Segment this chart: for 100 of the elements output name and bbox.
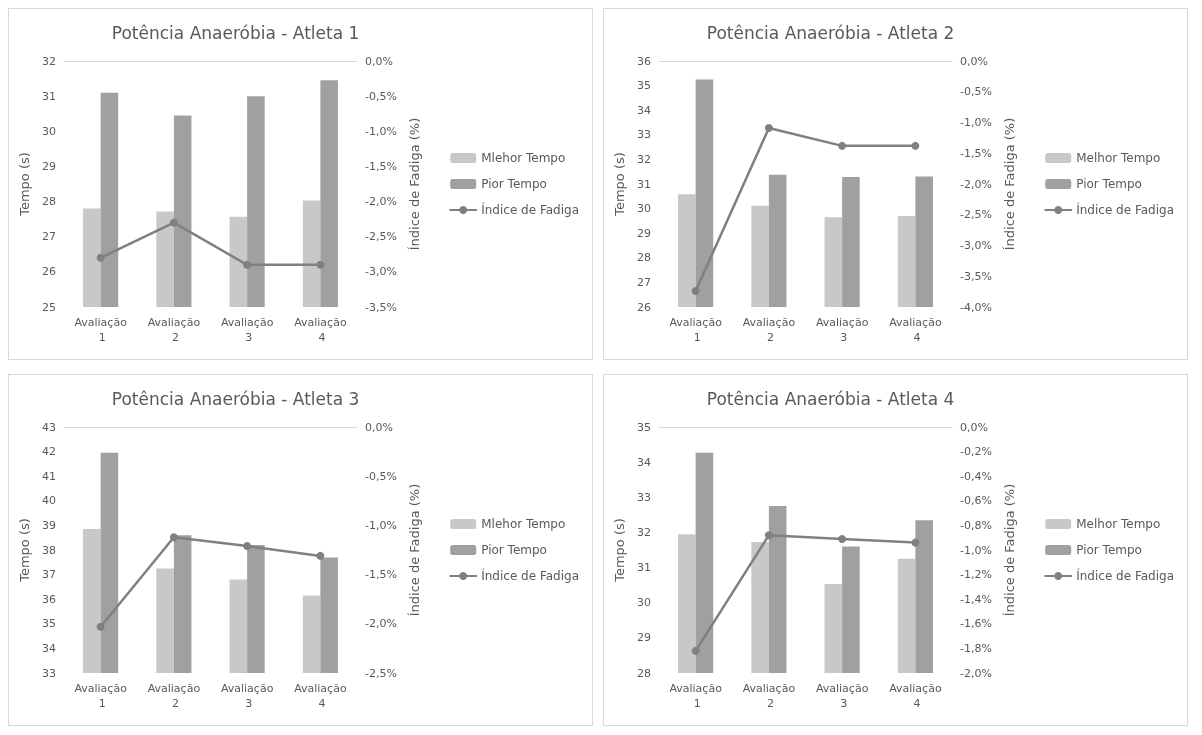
x-tick-label: Avaliação 3 [220,316,274,344]
y2-tick-label: -2,5% [365,230,397,244]
y-tick-label: 36 [42,592,56,606]
y2-tick-label: -1,0% [365,124,397,138]
y2-tick-label: -3,0% [960,239,992,252]
y2-tick-label: -1,8% [960,641,992,655]
y2-tick-label: -0,5% [960,85,992,99]
y-tick-label: 27 [637,275,651,289]
y-tick-label: 33 [637,490,651,504]
x-tick-label: Avaliação 2 [742,682,796,710]
y-tick-label: 26 [637,300,651,314]
y-tick-label: 42 [42,445,56,459]
y-axis-title: Tempo (s) [612,152,628,217]
y2-tick-label: -2,0% [960,177,992,191]
y2-tick-label: -2,5% [960,208,992,222]
legend-label: Pior Tempo [481,543,547,557]
y2-tick-label: 0,0% [960,54,988,68]
legend-label: Índice de Fadiga [1076,568,1174,583]
point [96,253,105,262]
y-tick-label: 28 [637,666,651,680]
y-tick-label: 36 [637,54,651,68]
legend-label: Pior Tempo [481,177,547,191]
y-tick-label: 29 [637,631,651,645]
y-tick-label: 30 [637,596,651,610]
x-tick-label: Avaliação 4 [294,682,347,710]
chart-title: Potência Anaeróbia - Atleta 1 [111,22,360,43]
y2-tick-label: -0,2% [960,445,992,459]
y-tick-label: 28 [637,251,651,265]
y2-tick-label: -0,8% [960,518,992,532]
x-tick-label: Avaliação 3 [220,682,274,710]
legend-label: Índice de Fadiga [481,202,579,217]
chart-title: Potência Anaeróbia - Atleta 3 [111,388,360,409]
y-tick-label: 33 [637,128,651,142]
y-tick-label: 38 [42,543,56,557]
y2-tick-label: -1,4% [960,592,992,606]
x-tick-label: Avaliação 2 [147,682,201,710]
x-tick-label: Avaliação 1 [669,682,723,710]
y2-tick-label: -2,5% [365,666,397,680]
y-tick-label: 32 [42,54,56,68]
legend-label: Mlehor Tempo [481,151,566,165]
y2-tick-label: -1,5% [365,159,397,173]
y-tick-label: 35 [637,79,651,93]
x-tick-label: Avaliação 4 [294,316,347,344]
legend-label: Melhor Tempo [1076,151,1161,165]
y2-axis-title: Índice de Fadiga (%) [406,117,422,251]
point [169,533,178,542]
y-tick-label: 27 [42,230,56,244]
x-tick-label: Avaliação 3 [815,682,869,710]
y-tick-label: 43 [42,420,56,434]
y2-tick-label: -3,5% [960,269,992,283]
y-tick-label: 40 [42,494,56,508]
y-tick-label: 34 [637,103,651,117]
y2-tick-label: -0,5% [365,469,397,483]
point [911,141,920,150]
y2-axis-title: Índice de Fadiga (%) [1001,117,1017,251]
y2-tick-label: -1,0% [960,543,992,557]
point [691,646,700,655]
legend-label: Melhor Tempo [1076,517,1161,531]
y2-tick-label: -0,5% [365,89,397,103]
legend-label: Pior Tempo [1076,177,1142,191]
y-tick-label: 34 [637,455,651,469]
y-tick-label: 29 [637,226,651,240]
y-tick-label: 31 [637,177,651,191]
y2-tick-label: -3,0% [365,265,397,279]
point [169,218,178,227]
y-tick-label: 34 [42,641,56,655]
point [243,542,252,551]
x-tick-label: Avaliação 4 [889,316,942,344]
y-tick-label: 35 [637,420,651,434]
y-tick-label: 31 [637,561,651,575]
y2-tick-label: 0,0% [960,420,988,434]
y-tick-label: 31 [42,89,56,103]
y-tick-label: 37 [42,568,56,582]
point [316,551,325,560]
point [316,260,325,269]
point [838,534,847,543]
point [691,287,700,296]
y-tick-label: 41 [42,469,56,483]
point [764,124,773,133]
y-tick-label: 39 [42,518,56,532]
x-tick-label: Avaliação 1 [669,316,723,344]
y-axis-title: Tempo (s) [17,518,33,583]
point [911,538,920,547]
y-tick-label: 29 [42,159,56,173]
chart-title: Potência Anaeróbia - Atleta 2 [706,22,955,43]
y2-tick-label: -1,0% [960,116,992,129]
y-tick-label: 32 [637,152,651,166]
y2-tick-label: -4,0% [960,300,992,314]
chart-title: Potência Anaeróbia - Atleta 4 [706,388,955,409]
y2-tick-label: -1,6% [960,617,992,631]
point [764,531,773,540]
x-tick-label: Avaliação 2 [742,316,796,344]
legend-label: Índice de Fadiga [1076,202,1174,217]
y-tick-label: 35 [42,617,56,631]
y2-tick-label: -2,0% [365,195,397,209]
point [243,260,252,269]
y-tick-label: 25 [42,300,56,314]
legend-label: Mlehor Tempo [481,517,566,531]
y-tick-label: 33 [42,666,56,680]
y2-tick-label: -0,4% [960,469,992,483]
